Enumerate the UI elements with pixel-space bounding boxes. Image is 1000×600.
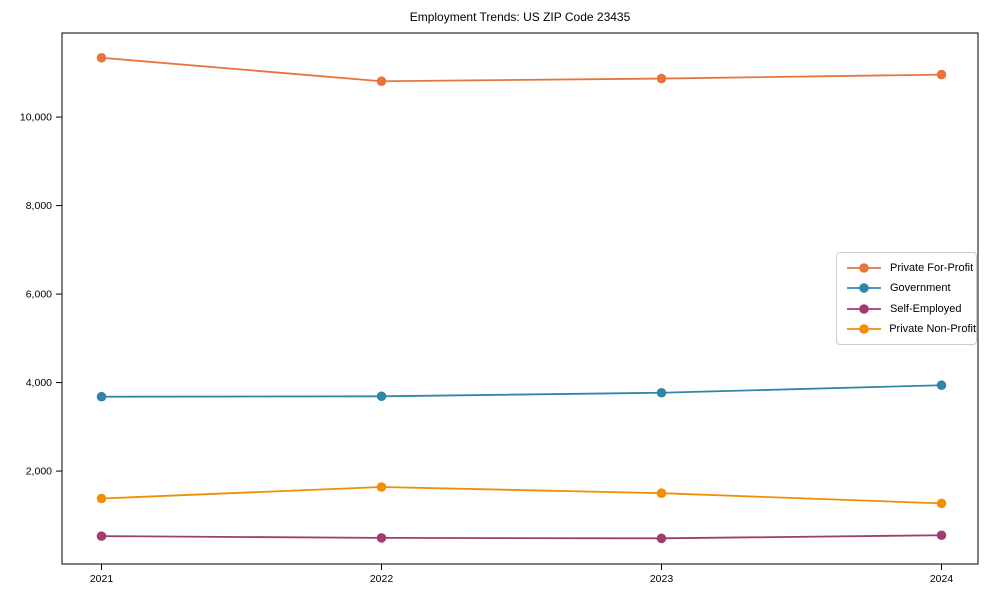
legend-line-marker-swatch [847,263,881,273]
legend-item[interactable]: Government [846,278,976,298]
x-tick-label: 2022 [370,573,394,585]
data-point-marker[interactable] [376,482,387,492]
legend-line-marker-swatch [847,283,881,294]
data-point-marker[interactable] [96,531,107,541]
x-tick-label: 2024 [930,573,954,585]
data-point-marker[interactable] [376,533,387,543]
legend-line-marker-swatch [847,324,881,334]
legend-item[interactable]: Private Non-Profit [846,319,976,339]
legend-swatch-marker [859,263,869,273]
y-tick-label: 10,000 [20,112,52,124]
series-line-self-employed [101,534,942,540]
data-point-marker[interactable] [656,387,667,398]
legend-item[interactable]: Private For-Profit [846,258,976,278]
legend-swatch-marker [859,324,869,334]
legend-label: Private For-Profit [890,262,974,275]
data-point-marker[interactable] [936,530,947,541]
legend: Private For-Profit Government Self-Employe… [836,252,977,345]
x-tick-label: 2021 [90,573,114,585]
legend-swatch-marker [859,303,869,314]
series-line-government [101,384,942,398]
axes-frame [61,32,979,565]
data-point-marker[interactable] [96,391,107,402]
data-point-marker[interactable] [96,52,107,63]
chart-title: Employment Trends: US ZIP Code 23435 [409,10,631,24]
legend-label: Private Non-Profit [889,322,976,335]
data-point-marker[interactable] [656,533,667,544]
legend-line-marker-swatch [847,303,881,314]
series-line-private-for-profit [101,56,942,83]
x-tick-label: 2023 [650,573,674,585]
data-point-marker[interactable] [936,380,947,391]
data-point-marker[interactable] [656,488,667,499]
y-tick-label: 4,000 [26,377,52,389]
data-point-marker[interactable] [656,73,667,84]
legend-swatch-marker [859,283,869,294]
data-point-marker[interactable] [376,391,387,402]
data-point-marker[interactable] [376,76,387,87]
y-tick-label: 8,000 [26,200,52,212]
legend-label: Government [890,282,951,295]
y-tick-label: 2,000 [26,466,52,478]
y-tick-label: 6,000 [26,289,52,301]
legend-item[interactable]: Self-Employed [846,299,976,319]
data-point-marker[interactable] [96,493,107,504]
legend-label: Self-Employed [890,302,962,315]
data-point-marker[interactable] [936,498,947,509]
series-line-private-non-profit [101,486,942,505]
data-point-marker[interactable] [936,69,947,80]
